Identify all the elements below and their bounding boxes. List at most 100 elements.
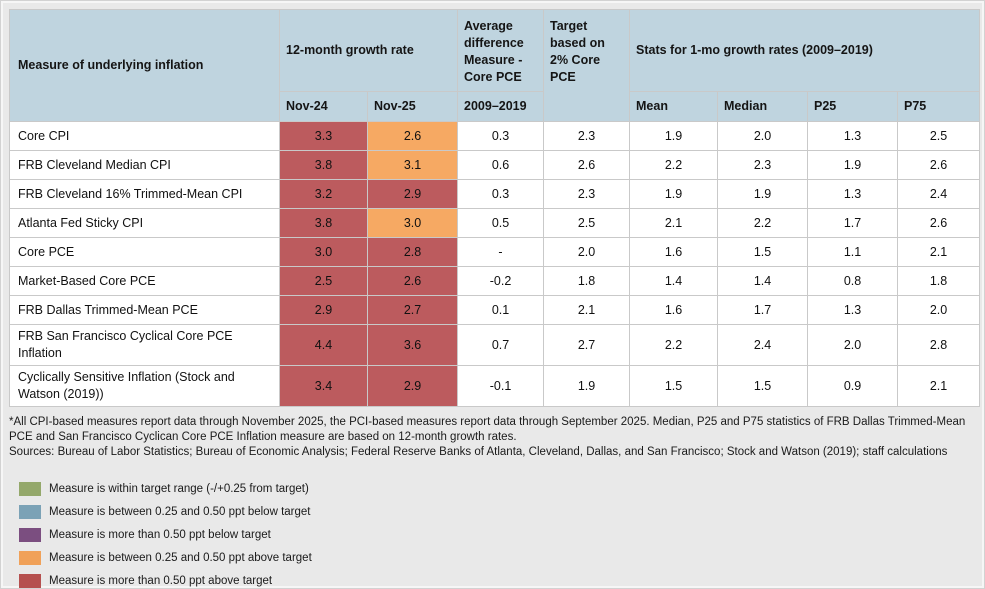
median-cell: 1.5 <box>717 237 809 267</box>
p75-cell: 2.6 <box>897 208 981 238</box>
mean-cell: 1.9 <box>629 121 719 151</box>
legend-swatch-icon <box>19 504 41 519</box>
p75-cell: 2.8 <box>897 324 981 366</box>
median-cell: 2.3 <box>717 150 809 180</box>
table-header: Measure of underlying inflation 12-month… <box>9 9 981 122</box>
measure-cell: FRB Cleveland 16% Trimmed-Mean CPI <box>9 179 280 209</box>
avg-diff-cell: 0.1 <box>457 295 545 325</box>
p25-cell: 1.3 <box>807 121 899 151</box>
measure-cell: Core PCE <box>9 237 280 267</box>
mean-cell: 2.1 <box>629 208 719 238</box>
avg-diff-cell: -0.2 <box>457 266 545 296</box>
p75-cell: 2.0 <box>897 295 981 325</box>
column-header-mean: Mean <box>629 91 719 122</box>
table-row: Core PCE 3.0 2.8-2.0 1.6 1.5 1.1 2.1 <box>9 237 981 267</box>
nov24-cell: 3.3 <box>279 121 368 151</box>
table-row: FRB Cleveland 16% Trimmed-Mean CPI 3.2 2.9… <box>9 179 981 209</box>
median-cell: 2.2 <box>717 208 809 238</box>
legend-swatch-icon <box>19 527 41 542</box>
legend-swatch-icon <box>19 481 41 496</box>
nov24-cell: 2.9 <box>279 295 368 325</box>
nov25-cell: 2.9 <box>366 364 459 407</box>
p25-cell: 2.0 <box>807 324 899 366</box>
table-row: Core CPI 3.3 2.6 0.3 2.3 1.9 2.0 1.3 2.5 <box>9 121 981 151</box>
nov24-cell: 2.5 <box>279 266 368 296</box>
median-cell: 2.0 <box>717 121 809 151</box>
footnote-block: *All CPI-based measures report data thro… <box>9 415 979 461</box>
p75-cell: 1.8 <box>897 266 981 296</box>
column-header-median: Median <box>717 91 809 122</box>
avg-diff-cell: 0.3 <box>457 121 545 151</box>
p25-cell: 1.9 <box>807 150 899 180</box>
avg-diff-cell: -0.1 <box>457 364 545 407</box>
target-cell: 2.3 <box>543 121 631 151</box>
table-row: FRB San Francisco Cyclical Core PCE Infl… <box>9 324 981 366</box>
p25-cell: 1.3 <box>807 179 899 209</box>
avg-diff-cell: 0.7 <box>457 324 545 366</box>
measure-cell: FRB San Francisco Cyclical Core PCE Infl… <box>9 324 280 366</box>
nov24-cell: 3.8 <box>279 150 368 180</box>
nov25-cell: 3.0 <box>366 208 459 238</box>
target-cell: 2.1 <box>543 295 631 325</box>
mean-cell: 1.6 <box>629 295 719 325</box>
legend-item: Measure is within target range (-/+0.25 … <box>19 477 984 500</box>
nov25-cell: 2.8 <box>366 237 459 267</box>
table-row: Atlanta Fed Sticky CPI 3.8 3.0 0.5 2.5 2.1 2.2… <box>9 208 981 238</box>
footnote-text: *All CPI-based measures report data thro… <box>9 415 966 443</box>
nov25-cell: 2.9 <box>366 179 459 209</box>
legend-label: Measure is between 0.25 and 0.50 ppt bel… <box>49 505 311 518</box>
avg-diff-cell: - <box>457 237 545 267</box>
p25-cell: 1.7 <box>807 208 899 238</box>
p25-cell: 0.9 <box>807 364 899 407</box>
table-row: FRB Dallas Trimmed-Mean PCE 2.9 2.7 0.1 2.1 1… <box>9 295 981 325</box>
column-header-target: Target based on 2% Core PCE <box>543 9 631 122</box>
median-cell: 1.4 <box>717 266 809 296</box>
p25-cell: 1.3 <box>807 295 899 325</box>
p25-cell: 0.8 <box>807 266 899 296</box>
header-row-groups: Measure of underlying inflation 12-month… <box>9 9 981 122</box>
legend-item: Measure is between 0.25 and 0.50 ppt abo… <box>19 546 984 569</box>
table-body: Core CPI 3.3 2.6 0.3 2.3 1.9 2.0 1.3 2.5 FRB Clev… <box>9 121 981 407</box>
median-cell: 1.5 <box>717 364 809 407</box>
target-cell: 2.6 <box>543 150 631 180</box>
legend-label: Measure is more than 0.50 ppt above targ… <box>49 574 273 587</box>
sources-text: Sources: Bureau of Labor Statistics; Bur… <box>9 445 948 458</box>
p75-cell: 2.1 <box>897 364 981 407</box>
column-header-p25: P25 <box>807 91 899 122</box>
legend-swatch-icon <box>19 573 41 588</box>
legend-item: Measure is between 0.25 and 0.50 ppt bel… <box>19 500 984 523</box>
p75-cell: 2.1 <box>897 237 981 267</box>
table-row: Market-Based Core PCE 2.5 2.6 -0.2 1.8 1.4 1.4… <box>9 266 981 296</box>
target-cell: 1.9 <box>543 364 631 407</box>
header-row-sub: Nov-24 Nov-25 2009–2019 Mean Median P25 … <box>10 91 981 122</box>
target-cell: 2.0 <box>543 237 631 267</box>
target-cell: 2.3 <box>543 179 631 209</box>
p25-cell: 1.1 <box>807 237 899 267</box>
nov24-cell: 3.4 <box>279 364 368 407</box>
legend-label: Measure is within target range (-/+0.25 … <box>49 482 309 495</box>
nov24-cell: 3.8 <box>279 208 368 238</box>
mean-cell: 1.6 <box>629 237 719 267</box>
p75-cell: 2.5 <box>897 121 981 151</box>
median-cell: 1.9 <box>717 179 809 209</box>
column-header-measure: Measure of underlying inflation <box>9 9 280 122</box>
nov25-cell: 2.7 <box>366 295 459 325</box>
p75-cell: 2.6 <box>897 150 981 180</box>
avg-diff-cell: 0.6 <box>457 150 545 180</box>
mean-cell: 2.2 <box>629 324 719 366</box>
column-header-nov25: Nov-25 <box>366 91 459 122</box>
avg-diff-cell: 0.3 <box>457 179 545 209</box>
measure-cell: FRB Cleveland Median CPI <box>9 150 280 180</box>
color-legend: Measure is within target range (-/+0.25 … <box>19 477 984 588</box>
median-cell: 1.7 <box>717 295 809 325</box>
mean-cell: 1.9 <box>629 179 719 209</box>
table-row: Cyclically Sensitive Inflation (Stock an… <box>9 364 981 407</box>
column-header-p75: P75 <box>897 91 981 122</box>
column-header-nov24: Nov-24 <box>279 91 368 122</box>
median-cell: 2.4 <box>717 324 809 366</box>
nov24-cell: 3.0 <box>279 237 368 267</box>
measure-cell: Market-Based Core PCE <box>9 266 280 296</box>
target-cell: 2.7 <box>543 324 631 366</box>
legend-label: Measure is more than 0.50 ppt below targ… <box>49 528 271 541</box>
